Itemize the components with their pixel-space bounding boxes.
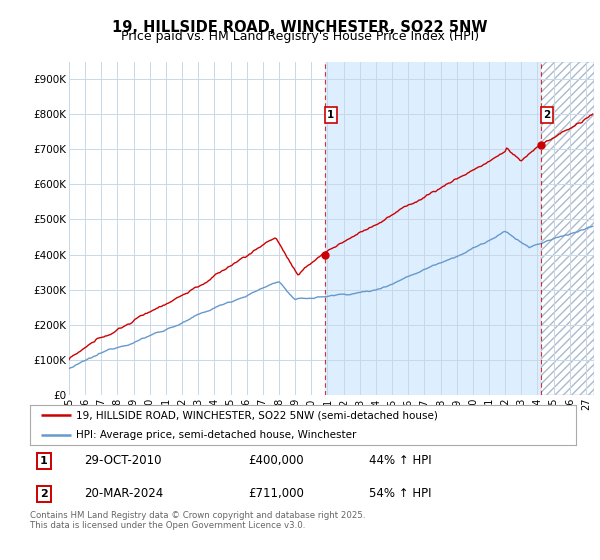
Text: 29-OCT-2010: 29-OCT-2010 xyxy=(85,454,162,468)
Text: HPI: Average price, semi-detached house, Winchester: HPI: Average price, semi-detached house,… xyxy=(76,430,357,440)
Text: Contains HM Land Registry data © Crown copyright and database right 2025.
This d: Contains HM Land Registry data © Crown c… xyxy=(30,511,365,530)
Bar xyxy=(541,62,594,395)
Bar xyxy=(541,62,594,395)
Text: 19, HILLSIDE ROAD, WINCHESTER, SO22 5NW: 19, HILLSIDE ROAD, WINCHESTER, SO22 5NW xyxy=(112,20,488,35)
Text: 1: 1 xyxy=(40,456,47,466)
Text: 19, HILLSIDE ROAD, WINCHESTER, SO22 5NW (semi-detached house): 19, HILLSIDE ROAD, WINCHESTER, SO22 5NW … xyxy=(76,410,438,421)
Text: £400,000: £400,000 xyxy=(248,454,304,468)
Text: 54% ↑ HPI: 54% ↑ HPI xyxy=(368,487,431,501)
Text: £711,000: £711,000 xyxy=(248,487,304,501)
Text: 2: 2 xyxy=(544,110,551,120)
Text: 2: 2 xyxy=(40,489,47,499)
Text: 20-MAR-2024: 20-MAR-2024 xyxy=(85,487,164,501)
Text: 1: 1 xyxy=(327,110,334,120)
Bar xyxy=(325,62,541,395)
Text: 44% ↑ HPI: 44% ↑ HPI xyxy=(368,454,431,468)
Text: Price paid vs. HM Land Registry's House Price Index (HPI): Price paid vs. HM Land Registry's House … xyxy=(121,30,479,43)
